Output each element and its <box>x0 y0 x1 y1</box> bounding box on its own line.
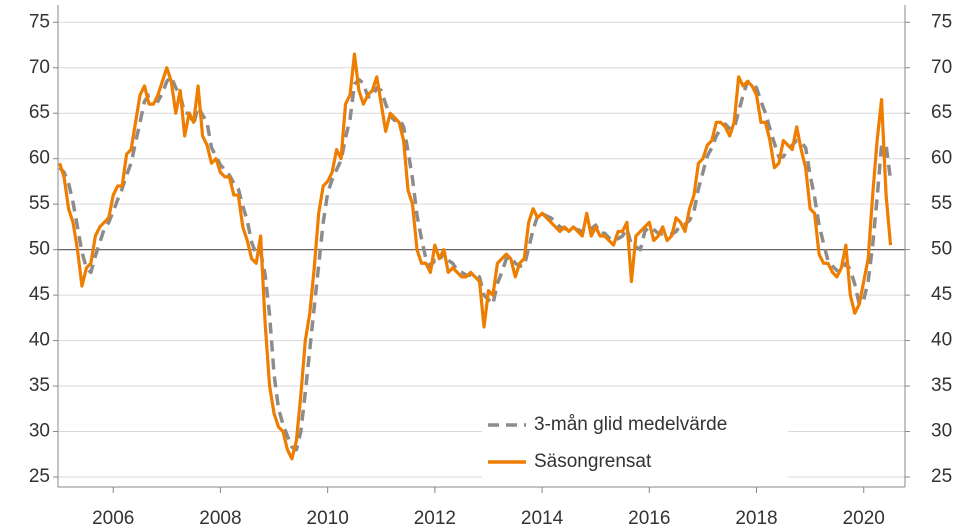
y2-tick-label: 70 <box>931 57 952 78</box>
x-tick-label: 2010 <box>307 508 349 529</box>
y-tick-label: 55 <box>29 193 50 214</box>
y-tick-label: 25 <box>29 466 50 487</box>
y2-tick-label: 35 <box>931 375 952 396</box>
legend-label: Säsongrensat <box>534 451 652 472</box>
y2-tick-label: 60 <box>931 148 952 169</box>
y-tick-label: 60 <box>29 148 50 169</box>
x-tick-label: 2006 <box>92 508 134 529</box>
y-tick-label: 45 <box>29 284 50 305</box>
y2-tick-label: 55 <box>931 193 952 214</box>
y-tick-label: 30 <box>29 421 50 442</box>
y-tick-label: 50 <box>29 239 50 260</box>
y2-tick-label: 30 <box>931 421 952 442</box>
y2-tick-label: 65 <box>931 102 952 123</box>
y-tick-label: 40 <box>29 330 50 351</box>
x-tick-label: 2020 <box>843 508 885 529</box>
y2-tick-label: 40 <box>931 330 952 351</box>
y2-tick-label: 45 <box>931 284 952 305</box>
y-tick-label: 65 <box>29 102 50 123</box>
y2-tick-label: 50 <box>931 239 952 260</box>
legend-label: 3-mån glid medelvärde <box>534 414 727 435</box>
x-tick-label: 2008 <box>199 508 241 529</box>
y2-tick-label: 25 <box>931 466 952 487</box>
legend-box <box>482 405 788 483</box>
y2-tick-label: 75 <box>931 11 952 32</box>
series-line <box>58 52 893 461</box>
y-tick-label: 35 <box>29 375 50 396</box>
x-tick-label: 2012 <box>414 508 456 529</box>
y-tick-label: 70 <box>29 57 50 78</box>
x-tick-label: 2016 <box>628 508 670 529</box>
x-tick-label: 2018 <box>735 508 777 529</box>
x-tick-label: 2014 <box>521 508 564 529</box>
y-tick-label: 75 <box>29 11 50 32</box>
